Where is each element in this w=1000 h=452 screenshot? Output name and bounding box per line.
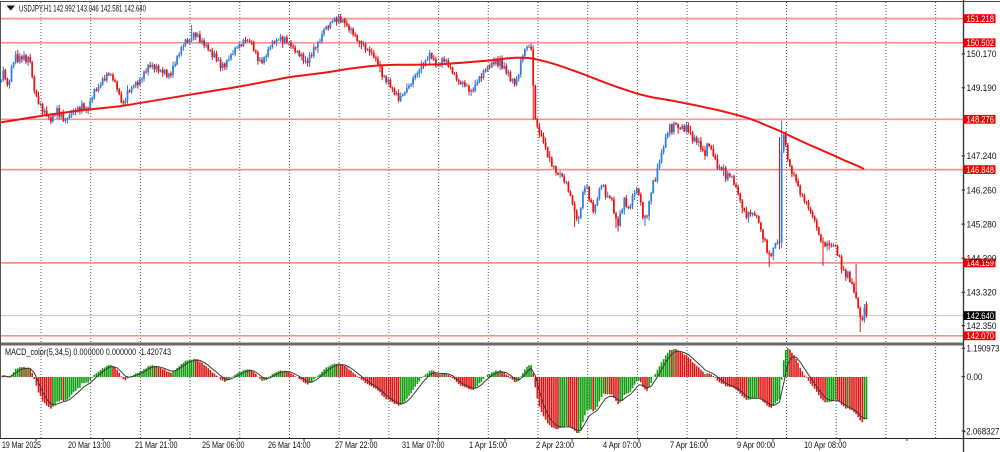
svg-text:19 Mar 2025: 19 Mar 2025	[2, 440, 41, 450]
svg-text:150.502: 150.502	[967, 38, 995, 48]
svg-text:151.218: 151.218	[967, 14, 995, 24]
svg-text:142.070: 142.070	[967, 331, 995, 341]
svg-text:148.276: 148.276	[967, 115, 995, 125]
svg-text:27 Mar 22:00: 27 Mar 22:00	[335, 440, 378, 450]
svg-text:142.350: 142.350	[967, 321, 997, 331]
svg-text:145.280: 145.280	[967, 219, 997, 229]
svg-text:26 Mar 14:00: 26 Mar 14:00	[268, 440, 311, 450]
svg-text:149.190: 149.190	[967, 83, 997, 93]
svg-text:144.300: 144.300	[967, 254, 997, 264]
svg-text:7 Apr 16:00: 7 Apr 16:00	[670, 440, 708, 450]
svg-text:4 Apr 07:00: 4 Apr 07:00	[603, 440, 641, 450]
svg-text:146.848: 146.848	[967, 165, 995, 175]
svg-text:147.240: 147.240	[967, 151, 997, 161]
svg-text:-2.068327: -2.068327	[964, 426, 1000, 436]
svg-text:25 Mar 06:00: 25 Mar 06:00	[202, 440, 245, 450]
svg-text:144.159: 144.159	[967, 258, 995, 268]
svg-text:150.170: 150.170	[967, 49, 997, 59]
svg-text:1 Apr 15:00: 1 Apr 15:00	[469, 440, 507, 450]
svg-text:146.260: 146.260	[967, 185, 997, 195]
svg-text:9 Apr 00:00: 9 Apr 00:00	[737, 440, 775, 450]
svg-text:31 Mar 07:00: 31 Mar 07:00	[402, 440, 445, 450]
svg-text:21 Mar 21:00: 21 Mar 21:00	[135, 440, 178, 450]
svg-text:0.00: 0.00	[967, 372, 983, 382]
svg-text:2 Apr 23:00: 2 Apr 23:00	[536, 440, 574, 450]
svg-text:142.640: 142.640	[967, 311, 995, 321]
svg-text:10 Apr 08:00: 10 Apr 08:00	[804, 440, 847, 450]
svg-text:MACD_color(5,34,5) 0.000000 0.: MACD_color(5,34,5) 0.000000 0.000000 -1.…	[5, 347, 171, 357]
svg-text:143.320: 143.320	[967, 288, 997, 298]
svg-text:USDJPY,H1 142.992 143.046 142.: USDJPY,H1 142.992 143.046 142.581 142.64…	[19, 4, 146, 14]
svg-text:20 Mar 13:00: 20 Mar 13:00	[68, 440, 111, 450]
svg-text:1.190973: 1.190973	[967, 344, 1000, 354]
